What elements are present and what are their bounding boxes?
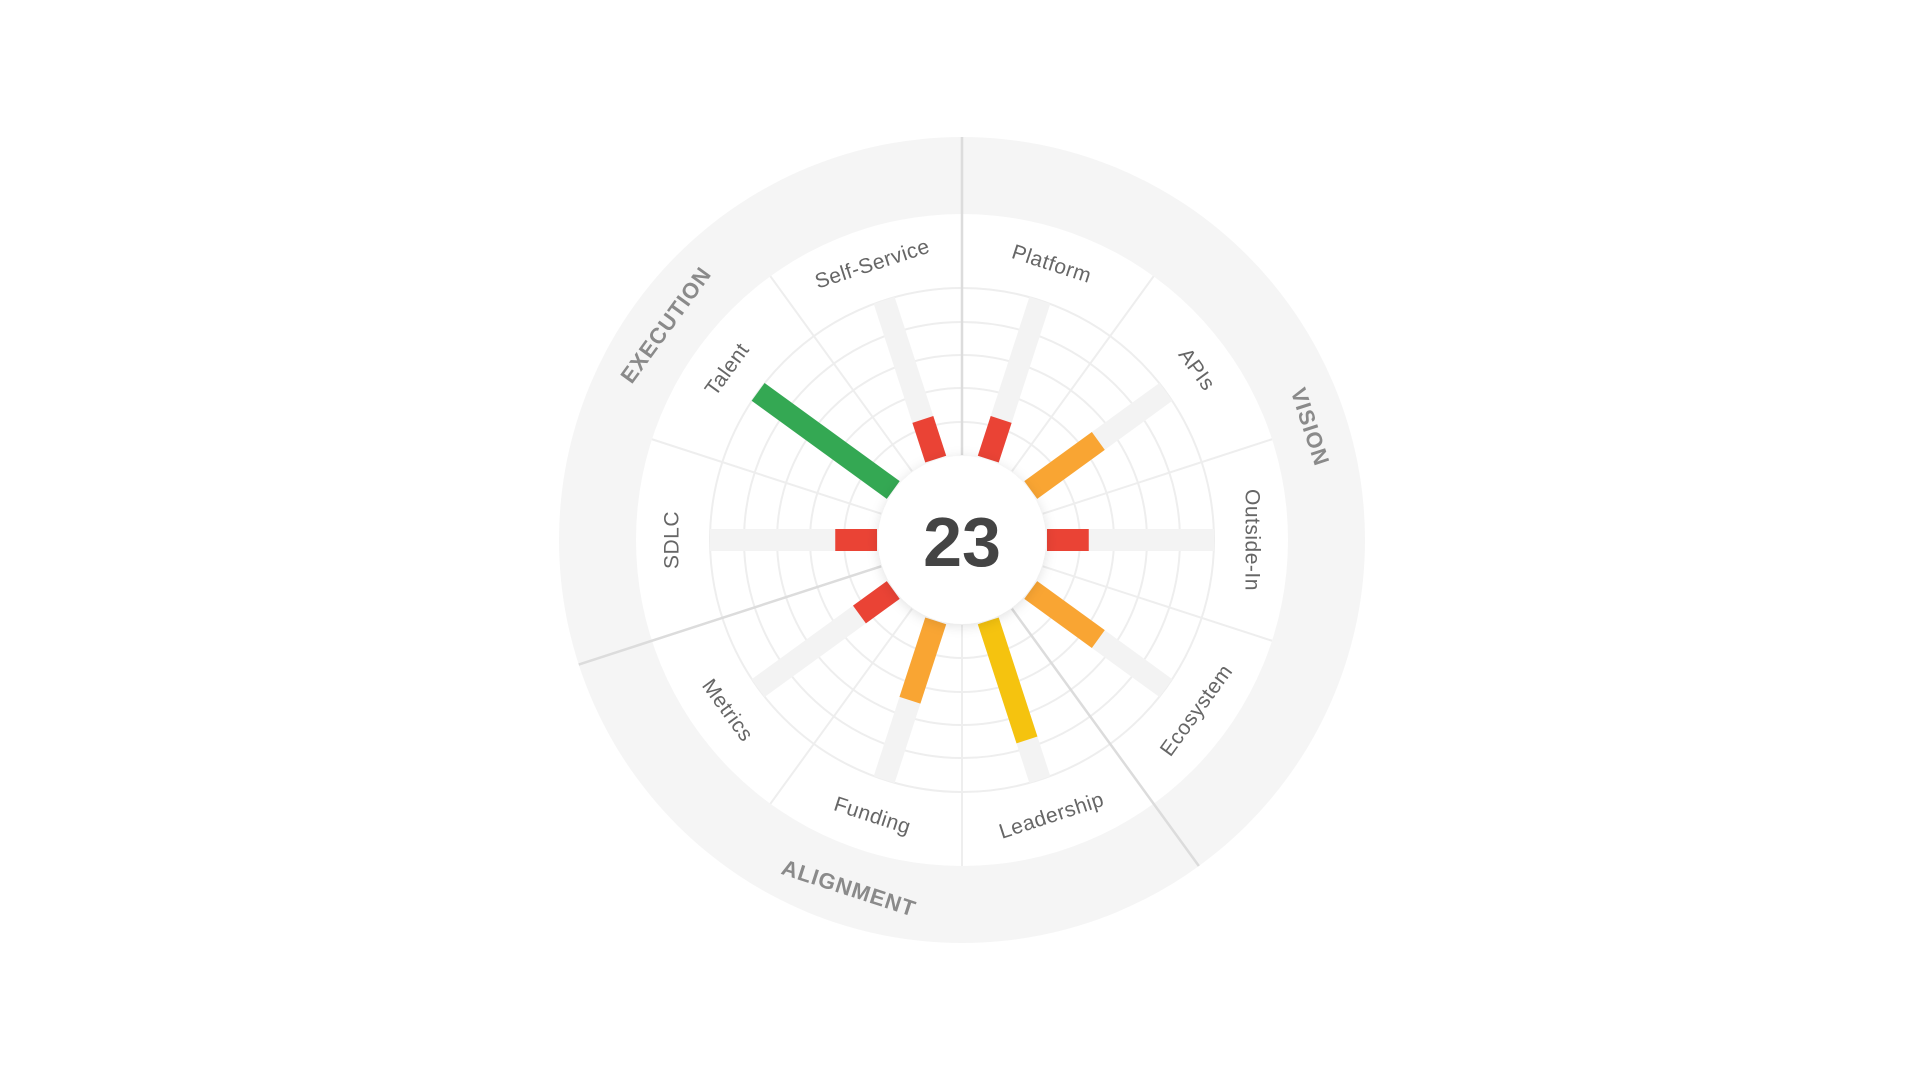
bar-funding xyxy=(899,617,947,704)
grid-spoke xyxy=(1042,438,1273,515)
grid-spoke xyxy=(769,608,913,805)
bar-apis xyxy=(1024,432,1105,499)
bar-talent xyxy=(751,382,900,499)
group-dividers xyxy=(578,137,1200,867)
grid-spoke xyxy=(1011,275,1155,472)
bar-metrics xyxy=(852,581,900,624)
bar-ecosystem xyxy=(1024,581,1105,648)
grid-spoke xyxy=(651,438,882,515)
group-divider xyxy=(1010,608,1200,867)
bar-self-service xyxy=(912,416,947,463)
grid-spoke xyxy=(1042,565,1273,642)
category-label: SDLC xyxy=(661,511,684,569)
grid-spoke xyxy=(769,275,913,472)
center-circle xyxy=(878,456,1046,624)
score-value: 23 xyxy=(923,503,1001,581)
group-divider xyxy=(578,565,882,666)
bar-leadership xyxy=(977,617,1038,744)
bar-platform xyxy=(977,416,1012,463)
category-label: Outside-In xyxy=(1241,489,1264,591)
bars xyxy=(751,382,1105,744)
